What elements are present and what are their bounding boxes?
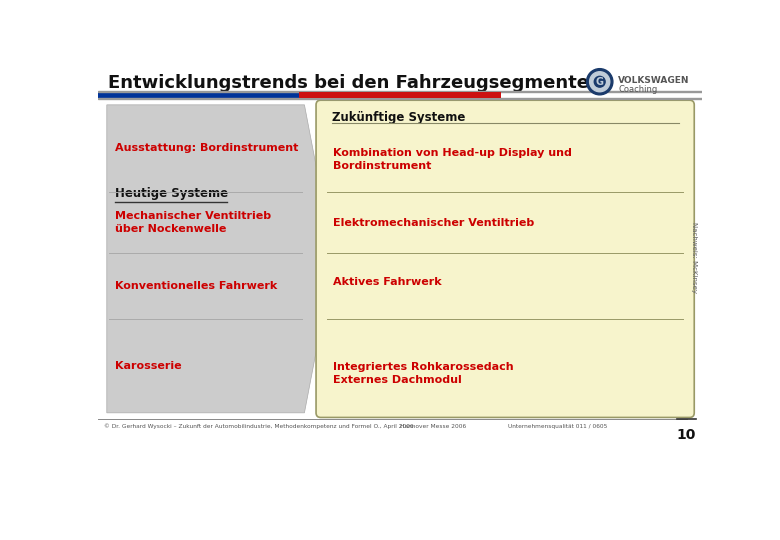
Text: Unternehmensqualität 011 / 0605: Unternehmensqualität 011 / 0605 [509, 423, 608, 429]
Text: Kombination von Head-up Display und
Bordinstrument: Kombination von Head-up Display und Bord… [333, 148, 572, 172]
Text: Hannover Messe 2006: Hannover Messe 2006 [399, 423, 466, 429]
Text: G: G [596, 77, 604, 87]
Bar [98, 91, 702, 92]
Text: Elektromechanischer Ventiltrieb: Elektromechanischer Ventiltrieb [333, 218, 534, 228]
Text: Coaching: Coaching [619, 85, 658, 94]
Circle shape [587, 69, 613, 95]
Text: Mechanischer Ventiltrieb
über Nockenwelle: Mechanischer Ventiltrieb über Nockenwell… [115, 211, 271, 234]
Text: Entwicklungstrends bei den Fahrzeugsegmenten: Entwicklungstrends bei den Fahrzeugsegme… [108, 74, 602, 92]
Text: Aktives Fahrwerk: Aktives Fahrwerk [333, 278, 441, 287]
Text: Konventionelles Fahrwerk: Konventionelles Fahrwerk [115, 281, 277, 291]
Bar [98, 98, 702, 99]
Text: Nachweis: McKinsey: Nachweis: McKinsey [691, 222, 697, 293]
Circle shape [590, 72, 610, 92]
Text: 10: 10 [677, 428, 697, 442]
Bar [299, 92, 501, 98]
Text: VOLKSWAGEN: VOLKSWAGEN [619, 76, 690, 85]
Text: Heutige Systeme: Heutige Systeme [115, 186, 228, 200]
Text: Karosserie: Karosserie [115, 361, 181, 371]
Text: Zukünftige Systeme: Zukünftige Systeme [332, 111, 465, 124]
Text: Integriertes Rohkarossedach
Externes Dachmodul: Integriertes Rohkarossedach Externes Dac… [333, 362, 514, 385]
Bar [98, 92, 399, 98]
Circle shape [594, 76, 605, 87]
Text: Ausstattung: Bordinstrument: Ausstattung: Bordinstrument [115, 143, 298, 153]
FancyBboxPatch shape [316, 100, 694, 417]
Polygon shape [107, 105, 334, 413]
Text: © Dr. Gerhard Wysocki – Zukunft der Automobilindustrie, Methodenkompetenz und Fo: © Dr. Gerhard Wysocki – Zukunft der Auto… [104, 423, 413, 429]
